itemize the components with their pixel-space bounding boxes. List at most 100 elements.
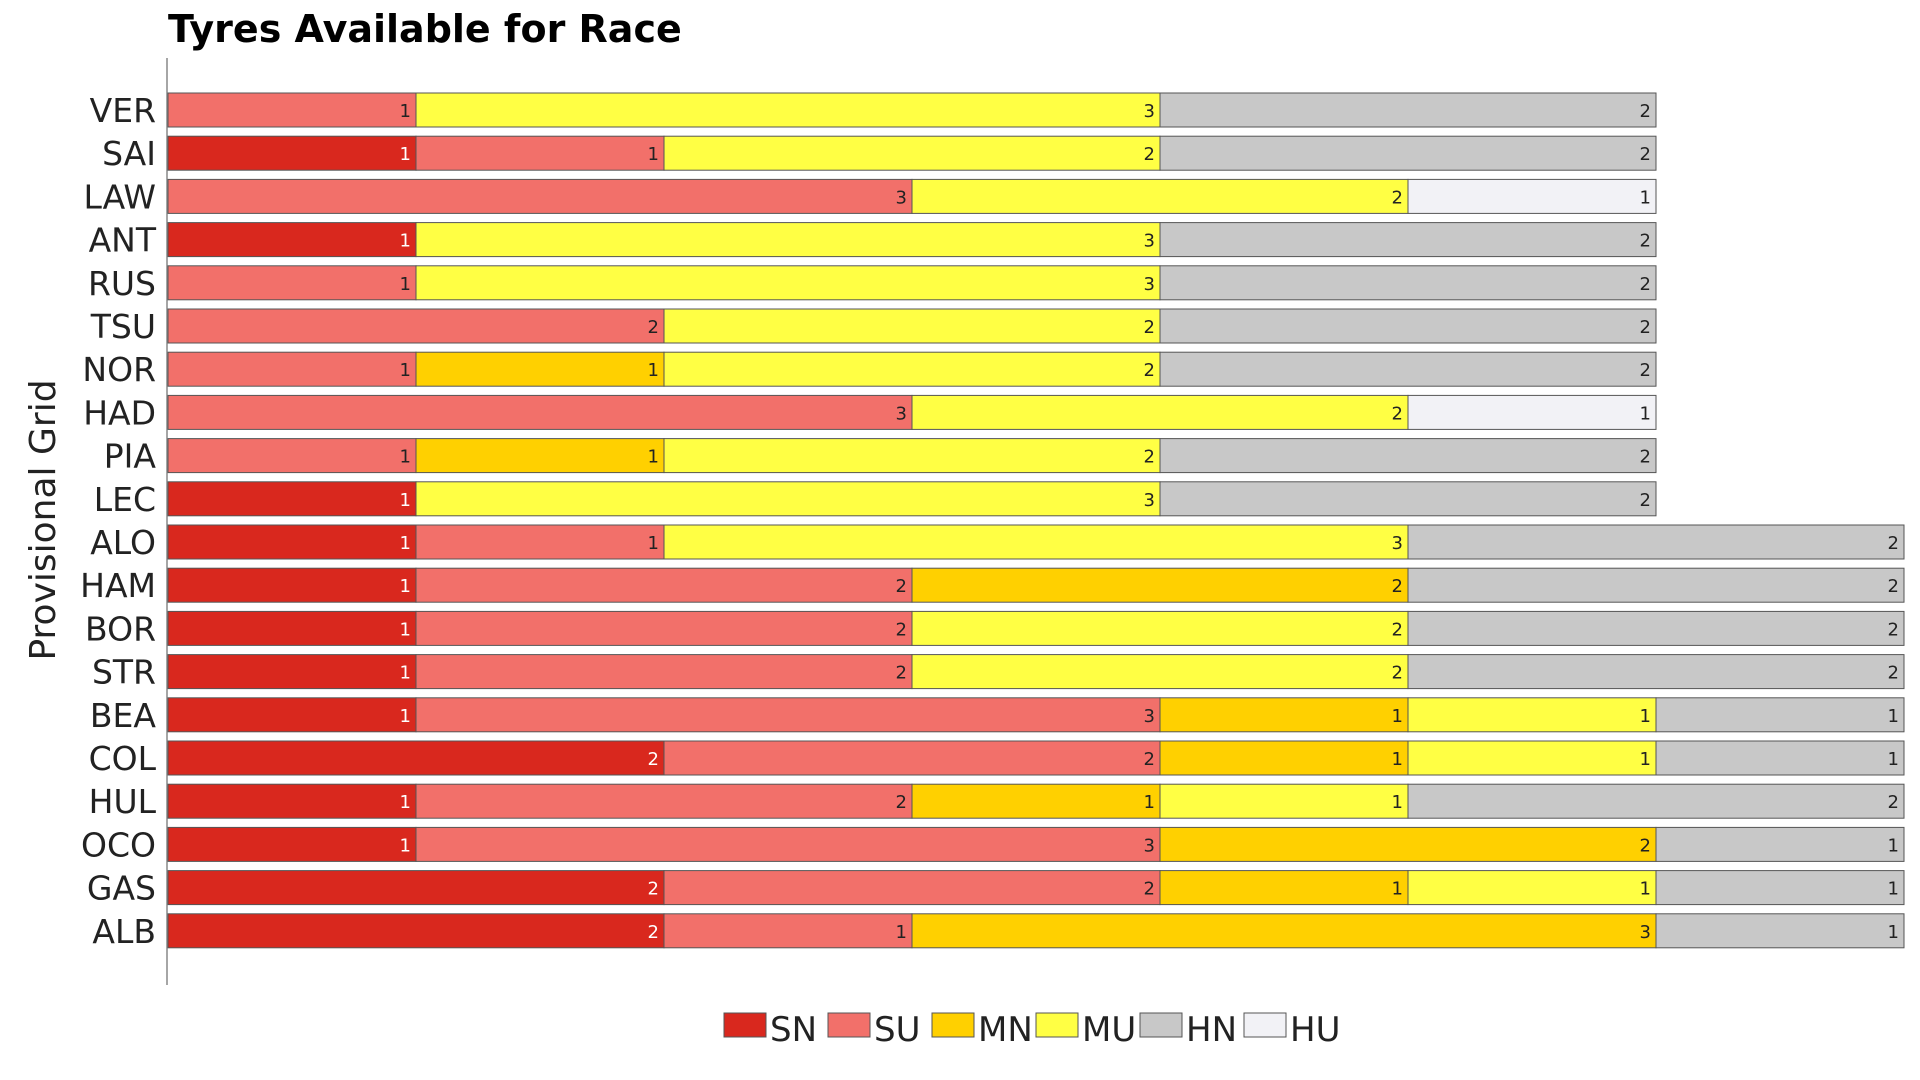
- y-tick-label: SAI: [102, 134, 156, 173]
- bar-segment-hu: [1407, 178, 1657, 214]
- bar-value-label: 1: [1640, 706, 1651, 727]
- bar-segment-mn: [1159, 697, 1409, 733]
- bar-value-label: 1: [400, 447, 411, 468]
- y-tick-label: ANT: [89, 221, 157, 260]
- bar-segment-su: [167, 265, 417, 301]
- bar-value-label: 1: [400, 835, 411, 856]
- bar-value-label: 3: [896, 403, 907, 424]
- bar-value-label: 1: [648, 360, 659, 381]
- bar-segment-su: [415, 567, 913, 603]
- bar-value-label: 1: [1888, 835, 1899, 856]
- bar-value-label: 3: [1144, 274, 1155, 295]
- bar-segment-mu: [1407, 697, 1657, 733]
- bar-segment-su: [167, 178, 913, 214]
- bar-value-label: 2: [1392, 187, 1403, 208]
- bar-value-label: 2: [1640, 317, 1651, 338]
- y-tick-labels: VER SAI LAW ANT RUS TSU NOR HAD PIA LEC ALO HAM BOR S…: [80, 91, 157, 951]
- y-tick-label: BOR: [85, 609, 156, 648]
- bars-group: 1 3 2 1 1 2 2 3 2 1 1 3 2 1 3 2 2 2 2 1 1 2 2 3 2 1 1 1 2 2 1 3 2 1 1 3 2 1 2 2…: [167, 92, 1905, 949]
- bar-segment-su: [415, 654, 913, 690]
- bar-value-label: 2: [896, 663, 907, 684]
- bar-segment-mu: [663, 135, 1161, 171]
- legend-label-hn: HN: [1186, 1010, 1237, 1050]
- bar-value-label: 2: [1144, 749, 1155, 770]
- bar-segment-hn: [1407, 610, 1905, 646]
- bar-segment-mn: [911, 783, 1161, 819]
- bar-value-label: 2: [1640, 231, 1651, 252]
- y-tick-label: RUS: [88, 264, 156, 303]
- y-tick-label: OCO: [81, 825, 156, 864]
- bar-value-label: 2: [1640, 274, 1651, 295]
- bar-segment-mn: [911, 913, 1657, 949]
- bar-value-label: 2: [1144, 360, 1155, 381]
- bar-segment-sn: [167, 567, 417, 603]
- bar-value-label: 2: [1144, 317, 1155, 338]
- bar-value-label: 2: [648, 749, 659, 770]
- bar-segment-sn: [167, 740, 665, 776]
- bar-segment-mn: [1159, 870, 1409, 906]
- bar-segment-mu: [1407, 870, 1657, 906]
- bar-value-label: 2: [1144, 144, 1155, 165]
- bar-segment-hn: [1159, 135, 1657, 171]
- bar-segment-sn: [167, 913, 665, 949]
- legend-swatch-su: [827, 1012, 871, 1038]
- bar-segment-hn: [1159, 481, 1657, 517]
- bar-value-label: 1: [1392, 749, 1403, 770]
- bar-value-label: 2: [1144, 447, 1155, 468]
- bar-value-label: 1: [400, 490, 411, 511]
- bar-segment-sn: [167, 783, 417, 819]
- bar-segment-su: [663, 740, 1161, 776]
- bar-value-label: 1: [400, 231, 411, 252]
- y-tick-label: GAS: [87, 869, 156, 908]
- y-tick-label: PIA: [104, 437, 157, 476]
- bar-value-label: 1: [1888, 922, 1899, 943]
- bar-segment-su: [167, 308, 665, 344]
- bar-value-label: 1: [896, 922, 907, 943]
- bar-segment-mu: [415, 92, 1161, 128]
- bar-segment-mu: [911, 394, 1409, 430]
- bar-value-label: 2: [1144, 879, 1155, 900]
- bar-segment-mu: [663, 524, 1409, 560]
- bar-segment-su: [167, 394, 913, 430]
- bar-value-label: 1: [400, 533, 411, 554]
- bar-value-label: 2: [1888, 533, 1899, 554]
- legend-swatch-hu: [1243, 1012, 1287, 1038]
- bar-segment-hn: [1655, 740, 1905, 776]
- bar-segment-su: [167, 92, 417, 128]
- bar-segment-sn: [167, 481, 417, 517]
- bar-value-label: 2: [648, 879, 659, 900]
- bar-segment-su: [663, 870, 1161, 906]
- y-tick-label: STR: [92, 653, 156, 692]
- legend-swatch-hn: [1139, 1012, 1183, 1038]
- legend-swatch-mn: [931, 1012, 975, 1038]
- y-tick-label: HAM: [80, 566, 156, 605]
- bar-value-label: 2: [648, 922, 659, 943]
- y-tick-label: LEC: [94, 480, 156, 519]
- bar-value-label: 1: [400, 274, 411, 295]
- legend-label-mu: MU: [1082, 1010, 1136, 1050]
- bar-value-label: 1: [1888, 706, 1899, 727]
- bar-segment-hn: [1655, 870, 1905, 906]
- y-tick-label: LAW: [83, 177, 156, 216]
- bar-segment-sn: [167, 222, 417, 258]
- bar-segment-mu: [415, 222, 1161, 258]
- bar-value-label: 2: [896, 792, 907, 813]
- bar-segment-hn: [1407, 783, 1905, 819]
- bar-segment-sn: [167, 697, 417, 733]
- bar-value-label: 2: [1392, 403, 1403, 424]
- bar-value-label: 1: [1144, 792, 1155, 813]
- bar-segment-sn: [167, 610, 417, 646]
- bar-value-label: 2: [896, 619, 907, 640]
- legend-swatch-mu: [1035, 1012, 1079, 1038]
- bar-segment-hn: [1159, 308, 1657, 344]
- bar-value-label: 1: [400, 144, 411, 165]
- bar-segment-mu: [1159, 783, 1409, 819]
- bar-value-label: 1: [648, 144, 659, 165]
- y-tick-label: VER: [90, 91, 156, 130]
- y-tick-label: HUL: [89, 782, 157, 821]
- y-tick-label: BEA: [90, 696, 156, 735]
- bar-segment-mn: [1159, 740, 1409, 776]
- bar-segment-sn: [167, 826, 417, 862]
- bar-value-label: 1: [648, 447, 659, 468]
